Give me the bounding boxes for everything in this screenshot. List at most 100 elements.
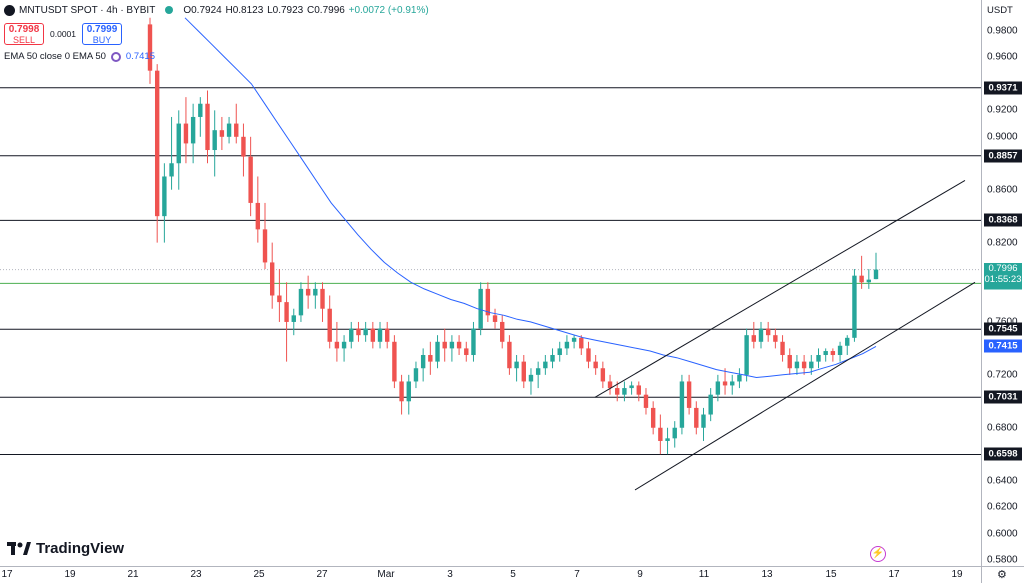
indicator-name[interactable]: EMA 50 close 0 EMA 50 <box>4 51 106 62</box>
time-tick: 7 <box>574 569 580 580</box>
lightning-icon[interactable]: ⚡ <box>870 546 886 562</box>
candle-body <box>183 123 189 144</box>
candle-body <box>636 385 641 395</box>
ema-settings-icon[interactable] <box>110 51 121 62</box>
candle-body <box>873 269 879 280</box>
indicator-row[interactable]: EMA 50 close 0 EMA 50 0.7415 <box>4 51 430 62</box>
candle-body <box>586 348 591 362</box>
time-tick: 19 <box>951 569 963 580</box>
candle-body <box>241 136 246 157</box>
high-value: H0.8123 <box>225 4 264 16</box>
candle-body <box>442 341 447 349</box>
time-tick: 11 <box>698 569 710 580</box>
time-scale[interactable]: 17 19 21 23 25 27 Mar 3 5 7 9 11 13 15 17 19 <box>0 566 981 583</box>
candle-body <box>550 355 555 362</box>
candle-body <box>284 302 289 322</box>
candle-body <box>313 288 318 296</box>
candle-body <box>535 368 541 375</box>
buy-label: BUY <box>92 35 112 45</box>
level-price-label: 0.7545 <box>984 322 1022 336</box>
candle-body <box>219 130 225 137</box>
tradingview-logo-icon <box>7 542 31 555</box>
last-price-label: 0.7996 01:55:23 <box>984 262 1022 287</box>
candle-body <box>234 123 239 137</box>
candle-body <box>679 381 685 428</box>
price-tick: 0.8200 <box>987 237 1018 249</box>
candle-body <box>564 341 570 349</box>
candle-body <box>514 361 519 369</box>
candle-body <box>737 374 742 382</box>
candle-body <box>701 414 706 428</box>
indicator-value: 0.7415 <box>125 51 155 62</box>
candle-body <box>420 355 426 369</box>
candle-body <box>521 361 526 382</box>
candle-body <box>298 288 304 316</box>
candle-body <box>162 176 167 217</box>
scale-settings[interactable]: ⚙ <box>981 566 1024 583</box>
candle-body <box>593 361 598 369</box>
candle-body <box>334 341 340 349</box>
time-tick: 19 <box>64 569 76 580</box>
candle-body <box>744 335 749 375</box>
price-chart[interactable] <box>0 0 981 566</box>
sell-label: SELL <box>12 35 36 45</box>
candle-body <box>205 103 210 151</box>
candle-body <box>356 328 361 336</box>
candle-body <box>615 388 620 395</box>
time-tick: 13 <box>761 569 773 580</box>
candle-body <box>607 381 613 389</box>
candle-body <box>327 308 332 342</box>
ema-price-label: 0.7415 <box>984 339 1022 353</box>
price-tick: 0.6400 <box>987 475 1018 487</box>
open-value: O0.7924 <box>183 4 222 16</box>
candle-body <box>629 385 634 389</box>
time-tick: Mar <box>377 569 395 580</box>
candle-body <box>672 427 677 439</box>
currency-label[interactable]: USDT <box>987 5 1013 16</box>
brand-name: TradingView <box>36 540 125 557</box>
chart-area[interactable]: MNTUSDT SPOT · 4h · BYBIT O0.7924 H0.812… <box>0 0 981 566</box>
candle-body <box>722 381 728 386</box>
candle-body <box>399 381 404 402</box>
candle-body <box>837 345 843 356</box>
candle-body <box>557 348 562 356</box>
price-tick: 0.8600 <box>987 184 1018 196</box>
candle-body <box>492 315 498 322</box>
candle-body <box>435 341 440 362</box>
candle-body <box>852 275 857 338</box>
candle-body <box>801 361 807 369</box>
price-tick: 0.6000 <box>987 528 1018 540</box>
candle-body <box>320 288 325 309</box>
level-price-label: 0.8368 <box>984 213 1022 227</box>
candle-body <box>147 24 153 71</box>
candle-body <box>780 341 785 356</box>
candle-body <box>198 103 203 117</box>
spread-value: 0.0001 <box>50 29 76 39</box>
candle-body <box>694 407 699 428</box>
sell-price: 0.7998 <box>8 24 40 35</box>
gear-icon[interactable]: ⚙ <box>997 569 1007 581</box>
candle-body <box>464 348 469 356</box>
live-status-icon <box>165 6 174 14</box>
candle-body <box>816 355 821 362</box>
candle-body <box>794 361 800 369</box>
last-price-value: 0.7996 <box>988 262 1018 274</box>
price-scale[interactable]: USDT 0.9800 0.9600 0.9200 0.9000 0.8600 0.820… <box>981 0 1024 566</box>
candle-body <box>255 202 261 230</box>
buy-button[interactable]: 0.7999 BUY <box>82 23 122 45</box>
bar-countdown: 01:55:23 <box>984 273 1022 285</box>
candle-body <box>658 427 663 441</box>
candle-body <box>866 279 872 283</box>
time-tick: 9 <box>637 569 643 580</box>
candle-body <box>471 328 476 356</box>
buy-price: 0.7999 <box>86 24 118 35</box>
candle-body <box>758 328 764 342</box>
time-tick: 3 <box>447 569 453 580</box>
sell-button[interactable]: 0.7998 SELL <box>4 23 44 45</box>
tradingview-logo[interactable]: TradingView <box>7 540 124 557</box>
candle-body <box>622 388 627 395</box>
candle-body <box>248 156 253 203</box>
low-value: L0.7923 <box>267 4 304 16</box>
symbol-title[interactable]: MNTUSDT SPOT · 4h · BYBIT <box>19 4 156 16</box>
candle-body <box>169 163 174 177</box>
